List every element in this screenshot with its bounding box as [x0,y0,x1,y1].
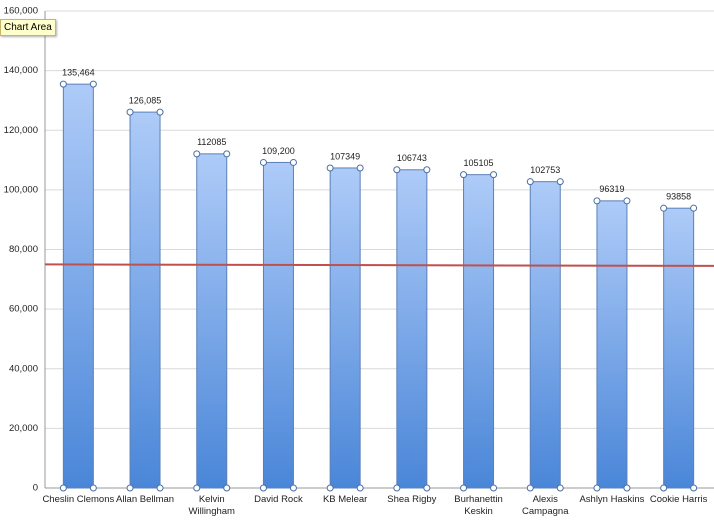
bar [262,161,294,489]
y-tick-label: 120,000 [4,125,38,136]
value-label: 109,200 [262,146,295,156]
selection-handle [593,484,601,492]
selection-handle [660,484,668,492]
selection-handle [526,178,534,186]
selection-handle [690,204,698,212]
selection-handle [690,484,698,492]
selection-handle [623,484,631,492]
selection-handle [556,178,564,186]
selection-handle [490,484,498,492]
selection-handle [89,80,97,88]
selection-handle [289,158,297,166]
x-tick-label: Ashlyn Haskins [579,494,645,505]
y-tick-label: 160,000 [4,6,38,17]
y-tick-label: 40,000 [9,363,38,374]
selection-handle [393,166,401,174]
selection-handle [460,484,468,492]
bar [62,83,94,489]
y-tick-label: 0 [33,483,38,494]
bar [196,153,228,489]
y-tick-label: 20,000 [9,423,38,434]
selection-handle [223,150,231,158]
selection-handle [423,166,431,174]
selection-handle [59,484,67,492]
selection-handle [526,484,534,492]
x-tick-label: KB Melear [322,494,368,505]
bar [129,111,161,489]
x-tick-label: Cookie Harris [649,494,708,505]
value-label: 102753 [530,165,560,175]
bar [529,181,561,489]
bar [596,200,628,489]
selection-handle [193,484,201,492]
selection-handle [156,484,164,492]
selection-handle [423,484,431,492]
y-tick-label: 140,000 [4,65,38,76]
value-label: 112085 [197,137,226,147]
x-tick-label: Kelvin Willingham [188,494,235,517]
selection-handle [490,171,498,179]
x-tick-label: David Rock [254,494,303,505]
selection-handle [460,171,468,179]
value-label: 106743 [397,153,427,163]
selection-handle [259,484,267,492]
x-tick-label: Cheslin Clemons [42,494,115,505]
selection-handle [193,150,201,158]
value-label: 93858 [666,192,691,202]
y-tick-label: 100,000 [4,184,38,195]
selection-handle [156,108,164,116]
selection-handle [326,164,334,172]
selection-handle [356,164,364,172]
bar [396,169,428,489]
selection-handle [660,204,668,212]
value-label: 107349 [330,151,360,161]
tooltip: Chart Area [0,19,56,36]
x-tick-label: Burhanettin Keskin [454,494,503,517]
x-tick-label: Shea Rigby [387,494,437,505]
x-tick-label: Allan Bellman [116,494,175,505]
value-label: 96319 [599,184,624,194]
y-tick-label: 60,000 [9,304,38,315]
selection-handle [356,484,364,492]
selection-handle [126,108,134,116]
x-tick-label: Alexis Campagna [522,494,569,517]
selection-handle [393,484,401,492]
selection-handle [289,484,297,492]
selection-handle [89,484,97,492]
bar [329,167,361,489]
value-label: 135,464 [62,68,95,78]
selection-handle [59,80,67,88]
reference-line [44,263,714,267]
y-tick-label: 80,000 [9,244,38,255]
selection-handle [556,484,564,492]
selection-handle [326,484,334,492]
selection-handle [126,484,134,492]
value-label: 105105 [464,158,494,168]
selection-handle [223,484,231,492]
bar [663,207,695,489]
selection-handle [623,197,631,205]
value-label: 126,085 [129,95,162,105]
bar [463,174,495,489]
selection-handle [259,158,267,166]
selection-handle [593,197,601,205]
